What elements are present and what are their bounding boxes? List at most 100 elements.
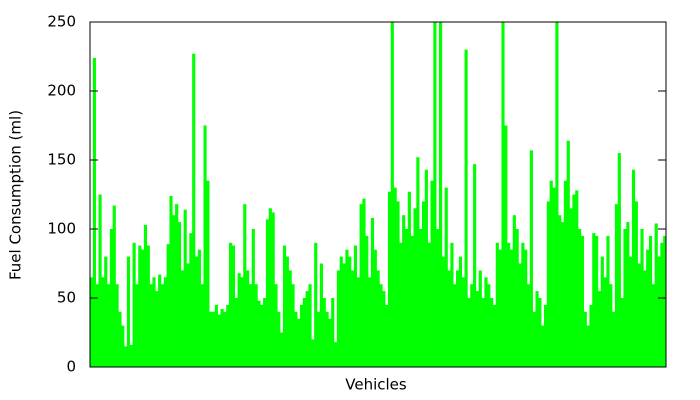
bar bbox=[282, 245, 287, 367]
bar bbox=[297, 318, 301, 367]
bar bbox=[552, 187, 556, 367]
bar bbox=[109, 229, 113, 367]
bar bbox=[104, 256, 108, 367]
bar bbox=[470, 284, 474, 367]
bar bbox=[121, 325, 125, 367]
bar bbox=[172, 215, 176, 367]
bar bbox=[541, 325, 545, 367]
bar bbox=[439, 22, 443, 367]
bar bbox=[240, 277, 244, 367]
bar bbox=[478, 270, 482, 367]
bar bbox=[217, 314, 221, 367]
bar bbox=[373, 249, 377, 367]
bar bbox=[475, 291, 480, 367]
bar bbox=[402, 215, 406, 367]
bar bbox=[515, 229, 519, 367]
bar bbox=[623, 229, 627, 367]
bar bbox=[189, 233, 193, 367]
bar bbox=[112, 205, 116, 367]
bar bbox=[464, 49, 468, 367]
bar bbox=[339, 256, 343, 367]
bar bbox=[404, 229, 409, 367]
bar bbox=[334, 342, 338, 367]
bar bbox=[609, 284, 613, 367]
bar bbox=[155, 291, 159, 367]
bar bbox=[260, 304, 264, 367]
bar bbox=[461, 277, 465, 367]
bar bbox=[555, 22, 559, 367]
bar bbox=[166, 244, 170, 367]
bar bbox=[444, 187, 448, 367]
bar bbox=[450, 242, 454, 367]
bar bbox=[370, 217, 375, 367]
bar bbox=[146, 245, 150, 367]
bar bbox=[186, 263, 190, 367]
bar bbox=[606, 235, 610, 367]
bar bbox=[504, 125, 508, 367]
bar bbox=[597, 291, 602, 367]
bar bbox=[118, 311, 122, 367]
bar bbox=[353, 245, 358, 367]
bar bbox=[538, 298, 542, 367]
bar bbox=[126, 256, 131, 367]
bar bbox=[572, 194, 576, 367]
bar bbox=[558, 215, 562, 367]
bar bbox=[640, 229, 644, 367]
bar bbox=[356, 277, 360, 367]
bar bbox=[107, 284, 111, 367]
bar bbox=[285, 256, 289, 367]
bar bbox=[651, 284, 655, 367]
bar bbox=[654, 223, 658, 367]
bar bbox=[631, 169, 636, 367]
bar bbox=[316, 311, 321, 367]
y-axis-label: Fuel Consumption (ml) bbox=[7, 110, 25, 280]
bar bbox=[626, 222, 630, 367]
bar bbox=[501, 22, 505, 367]
bar bbox=[575, 190, 579, 367]
bar bbox=[325, 311, 329, 367]
bar bbox=[200, 284, 204, 367]
bar bbox=[521, 242, 525, 367]
bar bbox=[410, 235, 414, 367]
bar bbox=[396, 201, 400, 367]
bar bbox=[660, 242, 664, 367]
bar bbox=[135, 284, 139, 367]
y-tick-label: 150 bbox=[47, 151, 76, 169]
bar bbox=[95, 284, 99, 367]
bar bbox=[183, 209, 187, 367]
bar bbox=[158, 274, 162, 367]
bar bbox=[561, 222, 565, 367]
bar bbox=[163, 277, 167, 367]
bar bbox=[498, 249, 502, 367]
bar bbox=[583, 311, 587, 367]
y-tick-label: 50 bbox=[57, 289, 76, 307]
bar bbox=[419, 229, 423, 367]
bar bbox=[138, 245, 142, 367]
bar bbox=[229, 242, 233, 367]
bar bbox=[160, 284, 165, 367]
bar bbox=[453, 284, 457, 367]
bar bbox=[271, 212, 275, 367]
bar bbox=[436, 229, 440, 367]
bar bbox=[132, 242, 136, 367]
plot-border bbox=[89, 21, 667, 368]
bar bbox=[212, 311, 216, 367]
bar bbox=[274, 284, 278, 367]
bar bbox=[535, 291, 539, 367]
bar bbox=[234, 298, 238, 367]
bar bbox=[368, 277, 372, 367]
bar bbox=[322, 298, 326, 367]
bar bbox=[376, 270, 380, 367]
bar bbox=[288, 270, 292, 367]
bar bbox=[365, 235, 369, 367]
bar bbox=[280, 332, 284, 367]
bar bbox=[231, 245, 236, 367]
bar bbox=[529, 150, 533, 367]
y-tick-label: 200 bbox=[47, 82, 76, 100]
bar bbox=[206, 180, 210, 367]
bar bbox=[308, 284, 312, 367]
bar bbox=[223, 311, 227, 367]
bar bbox=[141, 249, 145, 367]
bar bbox=[490, 298, 494, 367]
bar bbox=[524, 249, 528, 367]
